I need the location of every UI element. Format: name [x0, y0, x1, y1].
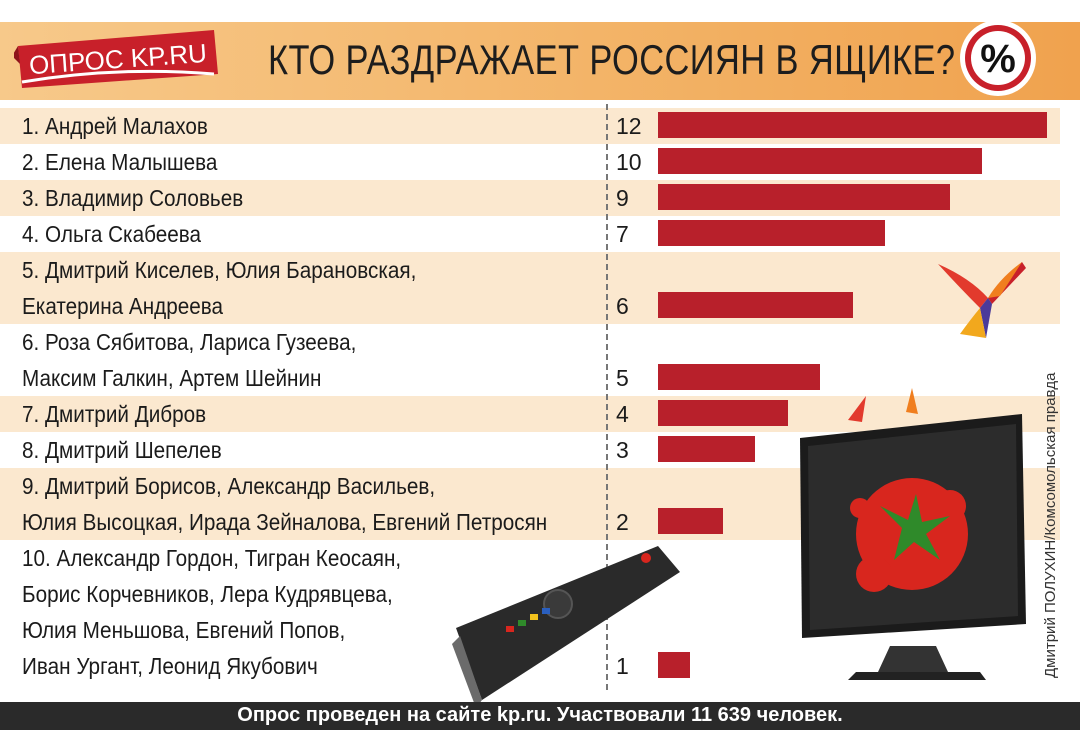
row-background [0, 396, 1060, 432]
value-label: 1 [616, 653, 629, 679]
value-label: 12 [616, 113, 642, 139]
bar [658, 508, 723, 534]
percent-icon: % [960, 20, 1036, 96]
survey-note: Опрос проведен на сайте kp.ru. Участвова… [237, 704, 843, 726]
category-label: 7. Дмитрий Дибров [22, 401, 207, 427]
poll-badge: ОПРОС KP.RU [14, 30, 218, 88]
category-label: 9. Дмитрий Борисов, Александр Васильев, [22, 473, 436, 499]
category-label: Екатерина Андреева [22, 293, 224, 319]
category-label: 1. Андрей Малахов [22, 113, 208, 139]
remote-control-illustration [452, 546, 680, 708]
value-label: 10 [616, 149, 642, 175]
category-label: 6. Роза Сябитова, Лариса Гузеева, [22, 329, 357, 355]
row-background [0, 324, 1060, 396]
percent-symbol: % [980, 37, 1016, 81]
tv-illustration [800, 388, 1026, 680]
bar [658, 112, 1047, 138]
value-label: 7 [616, 221, 629, 247]
bar [658, 148, 982, 174]
category-label: Борис Корчевников, Лера Кудрявцева, [22, 581, 393, 607]
category-label: 3. Владимир Соловьев [22, 185, 244, 211]
bar [658, 436, 755, 462]
bar [658, 292, 853, 318]
category-label: Юлия Меньшова, Евгений Попов, [22, 617, 346, 643]
category-label: 10. Александр Гордон, Тигран Кеосаян, [22, 545, 402, 571]
bar [658, 400, 788, 426]
category-label: 4. Ольга Скабеева [22, 221, 202, 247]
bar [658, 220, 885, 246]
row-background [0, 252, 1060, 324]
category-label: 2. Елена Малышева [22, 149, 218, 175]
value-label: 4 [616, 401, 629, 427]
bar [658, 652, 690, 678]
photo-credit: Дмитрий ПОЛУХИН/Комсомольская правда [1042, 372, 1059, 678]
category-label: 8. Дмитрий Шепелев [22, 437, 222, 463]
bar [658, 364, 820, 390]
bar [658, 184, 950, 210]
bird-logo-icon [938, 262, 1026, 338]
page-title: КТО РАЗДРАЖАЕТ РОССИЯН В ЯЩИКЕ? [268, 36, 956, 83]
category-label: 5. Дмитрий Киселев, Юлия Барановская, [22, 257, 417, 283]
value-label: 3 [616, 437, 629, 463]
value-label: 6 [616, 293, 629, 319]
footer-band [0, 702, 1080, 730]
category-label: Юлия Высоцкая, Ирада Зейналова, Евгений … [22, 509, 548, 535]
value-label: 5 [616, 365, 629, 391]
category-label: Иван Ургант, Леонид Якубович [22, 653, 318, 679]
axis-divider [606, 104, 608, 690]
value-label: 9 [616, 185, 629, 211]
category-label: Максим Галкин, Артем Шейнин [22, 365, 322, 391]
value-label: 2 [616, 509, 629, 535]
